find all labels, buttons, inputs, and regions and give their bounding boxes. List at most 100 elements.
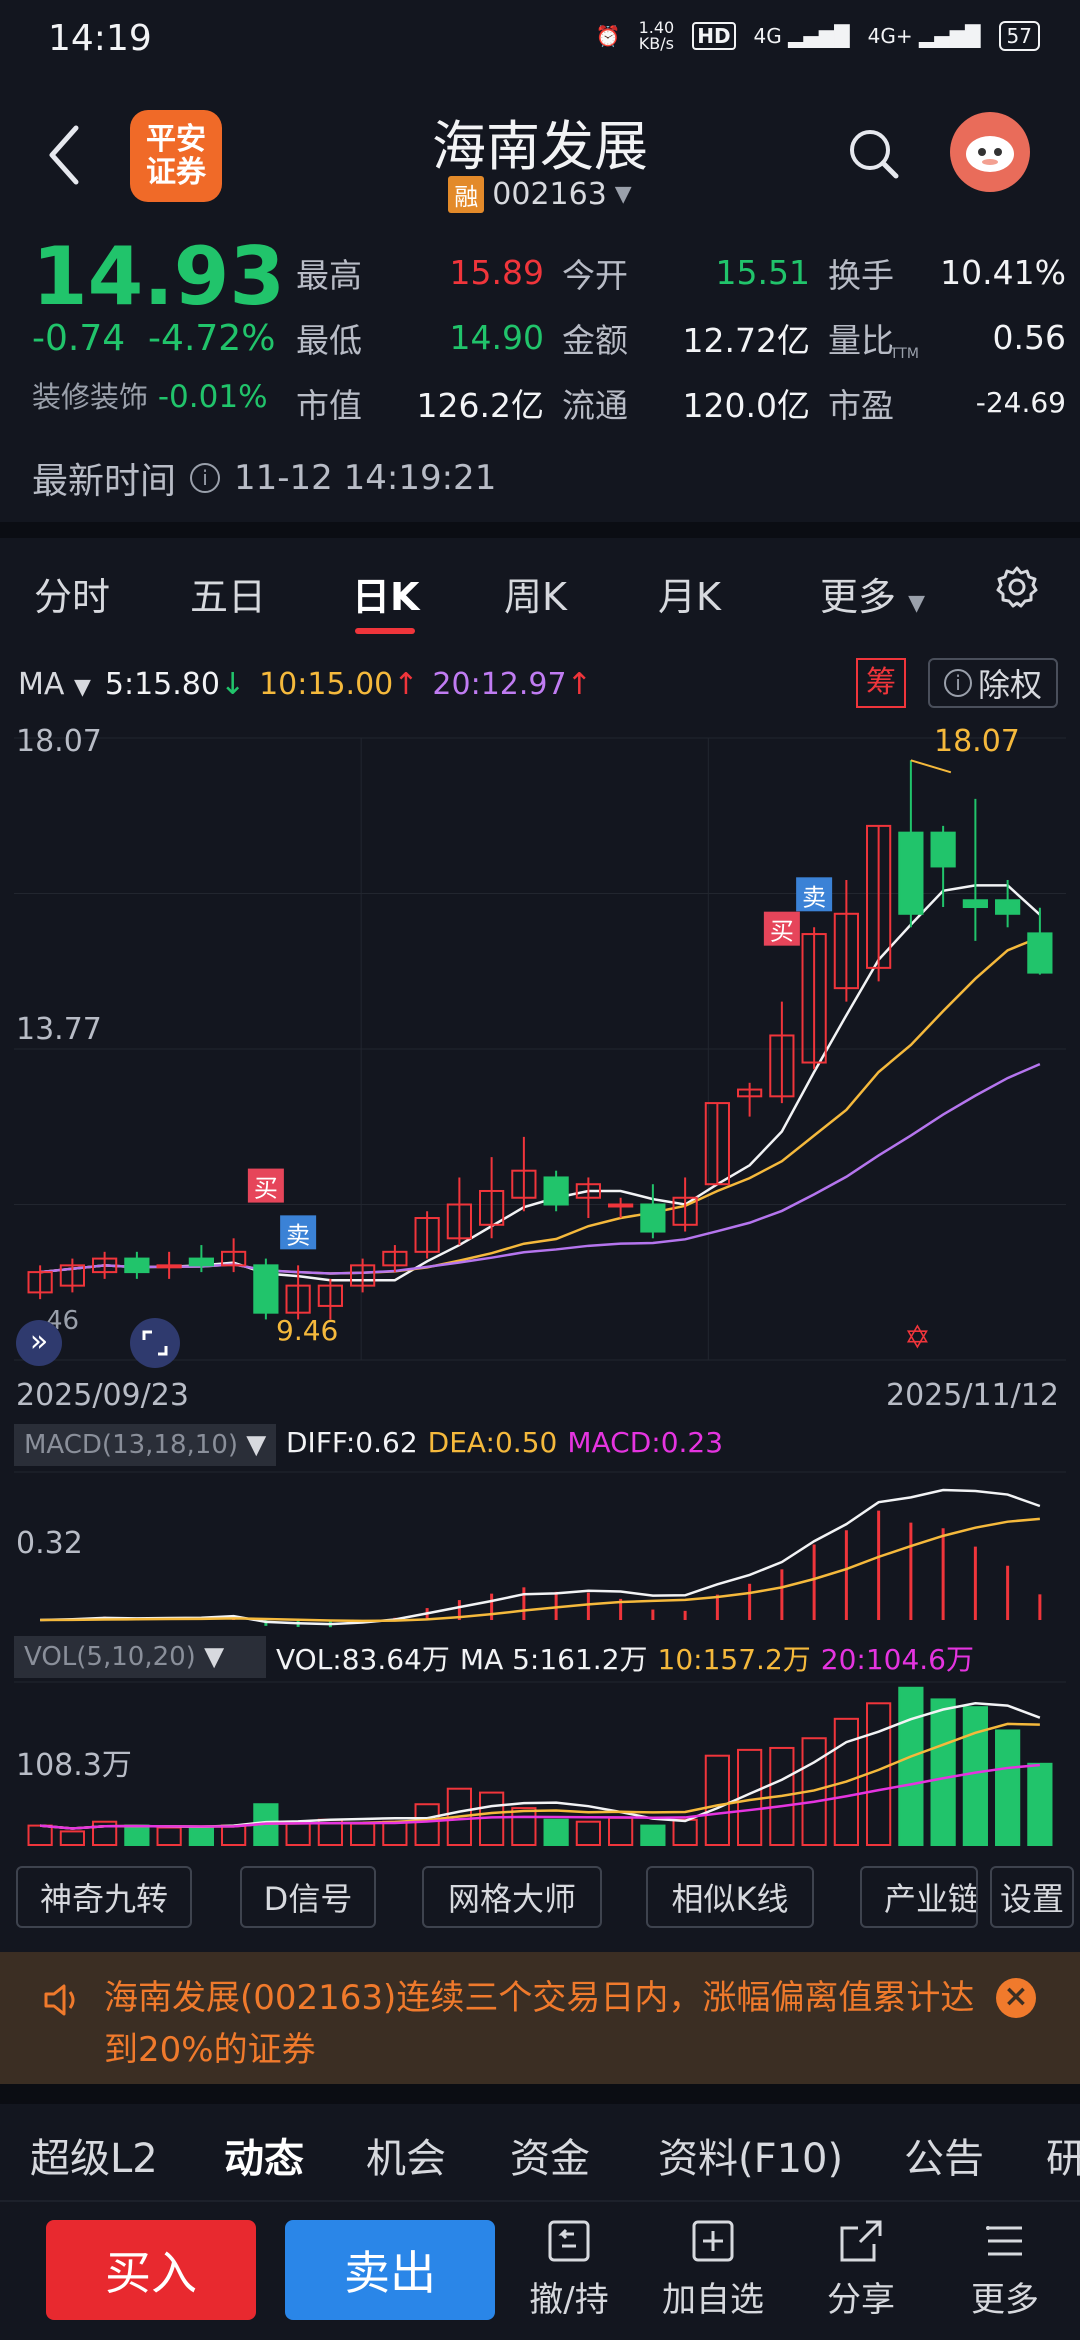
tab-research[interactable]: 研: [1046, 2136, 1080, 2182]
tool-industry-chain[interactable]: 产业链: [860, 1866, 978, 1928]
high-marker-line: [910, 759, 952, 774]
info-icon[interactable]: i: [190, 463, 221, 493]
fullscreen-icon[interactable]: [130, 1318, 180, 1368]
candle-body: [608, 1203, 634, 1208]
macd-values: DIFF:0.62 DEA:0.50 MACD:0.23: [286, 1426, 724, 1459]
y-axis-mid-label: 13.77: [16, 1012, 102, 1047]
volume-bar: [124, 1824, 150, 1847]
volume-bar: [511, 1807, 537, 1846]
candle-body: [543, 1176, 569, 1206]
tool-d-signal[interactable]: D信号: [240, 1866, 376, 1928]
volume-values: VOL:83.64万 MA 5:161.2万 10:157.2万 20:104.…: [276, 1643, 974, 1676]
hd-icon: HD: [692, 22, 736, 50]
volume-bar: [704, 1754, 730, 1846]
y-axis-top-label: 18.07: [16, 724, 102, 759]
volume-bar: [188, 1826, 214, 1847]
svg-text:买: 买: [770, 918, 794, 946]
net-speed: 1.40 KB/s: [638, 18, 675, 53]
search-icon[interactable]: [846, 126, 902, 182]
close-icon[interactable]: ×: [996, 1978, 1036, 2018]
macd-dea-line: [40, 1517, 1040, 1623]
ex-rights-button[interactable]: i 除权: [928, 658, 1058, 708]
settings-gear-icon[interactable]: [994, 564, 1040, 610]
volume-bar: [156, 1826, 182, 1847]
ma-selector[interactable]: MA ▼: [18, 666, 91, 702]
more-button[interactable]: 更多: [950, 2216, 1060, 2321]
tab-announcements[interactable]: 公告: [904, 2136, 984, 2182]
tab-intraday[interactable]: 分时: [34, 575, 111, 619]
tab-f10[interactable]: 资料(F10): [658, 2136, 844, 2182]
back-icon[interactable]: [44, 120, 84, 190]
tool-similar-kline[interactable]: 相似K线: [646, 1866, 814, 1928]
tool-settings[interactable]: 设置: [990, 1866, 1074, 1928]
stock-code-row[interactable]: 融 002163 ▼: [0, 176, 1080, 213]
candle-body: [285, 1284, 311, 1314]
alert-banner[interactable]: 海南发展(002163)连续三个交易日内，涨幅偏离值累计达到20%的证券 ×: [0, 1952, 1080, 2084]
tab-more[interactable]: 更多 ▼: [820, 575, 926, 619]
broker-logo[interactable]: 平安 证券: [130, 110, 222, 202]
volume-bar: [221, 1824, 247, 1847]
volume-bar: [962, 1706, 988, 1847]
date-start-label: 2025/09/23: [16, 1378, 189, 1413]
tab-five-day[interactable]: 五日: [190, 575, 267, 619]
avatar[interactable]: [950, 112, 1030, 192]
alert-text: 海南发展(002163)连续三个交易日内，涨幅偏离值累计达到20%的证券: [104, 1978, 975, 2070]
volume-bar: [59, 1830, 85, 1846]
info-tabs: 超级L2 动态 机会 资金 资料(F10) 公告 研: [0, 2104, 1080, 2200]
volume-bar: [92, 1820, 118, 1847]
candle-body: [350, 1264, 376, 1287]
buy-signal-tag[interactable]: 买: [247, 1168, 284, 1203]
expand-left-icon[interactable]: »: [16, 1320, 62, 1366]
sell-button[interactable]: 卖出: [285, 2220, 495, 2320]
volume-bar: [995, 1729, 1021, 1846]
volume-bar: [866, 1702, 892, 1847]
chevron-down-icon: ▼: [908, 591, 926, 616]
status-icons: ⏰ 1.40 KB/s HD 4G ▂▄▆█ 4G+ ▂▄▆█ 57: [596, 20, 1040, 52]
volume-bar: [414, 1803, 440, 1846]
candle-body: [1027, 932, 1053, 974]
chip-distribution-button[interactable]: 筹: [856, 658, 906, 708]
svg-text:买: 买: [254, 1175, 278, 1203]
pe-ttm-sup: TTM: [890, 346, 919, 362]
candle-body: [672, 1196, 698, 1226]
date-end-label: 2025/11/12: [886, 1378, 1059, 1413]
candle-body: [253, 1264, 279, 1314]
tab-daily-k[interactable]: 日K: [352, 575, 420, 619]
tool-magic-nine[interactable]: 神奇九转: [16, 1866, 192, 1928]
candle-body: [446, 1203, 472, 1240]
tab-dynamics[interactable]: 动态: [224, 2136, 304, 2182]
add-watchlist-button[interactable]: 加自选: [658, 2216, 768, 2321]
volume-chart[interactable]: [0, 1680, 1080, 1850]
volume-bar: [27, 1824, 53, 1847]
quote-stats: 最高 15.89 今开 15.51 换手 10.41% 最低 14.90 金额 12.72…: [296, 253, 1066, 425]
sell-signal-tag[interactable]: 卖: [796, 877, 833, 912]
cancel-hold-button[interactable]: 撤/持: [514, 2216, 624, 2321]
candle-body: [769, 1034, 795, 1098]
tab-opportunity[interactable]: 机会: [366, 2136, 446, 2182]
latest-time-row: 最新时间 i 11-12 14:19:21: [32, 458, 497, 502]
buy-button[interactable]: 买入: [46, 2220, 256, 2320]
tab-monthly-k[interactable]: 月K: [658, 575, 721, 619]
sell-signal-tag[interactable]: 卖: [280, 1215, 317, 1250]
buy-signal-tag[interactable]: 买: [763, 911, 800, 946]
share-button[interactable]: 分享: [806, 2216, 916, 2321]
volume-bar: [543, 1818, 569, 1847]
volume-bar: [575, 1820, 601, 1847]
tab-weekly-k[interactable]: 周K: [504, 575, 567, 619]
volume-selector[interactable]: VOL(5,10,20) ▼: [14, 1636, 266, 1678]
tab-super-l2[interactable]: 超级L2: [30, 2136, 158, 2182]
volume-bar: [1027, 1762, 1053, 1846]
candle-body: [866, 824, 892, 969]
tab-capital[interactable]: 资金: [510, 2136, 590, 2182]
candle-body: [124, 1257, 150, 1274]
macd-chart[interactable]: [0, 1470, 1080, 1630]
candle-body: [156, 1264, 182, 1269]
speaker-icon: [44, 1984, 75, 2016]
candle-body: [188, 1257, 214, 1267]
tool-grid-master[interactable]: 网格大师: [422, 1866, 602, 1928]
sector-change[interactable]: 装修装饰 -0.01%: [32, 379, 268, 415]
macd-selector[interactable]: MACD(13,18,10) ▼: [14, 1424, 276, 1466]
analysis-tools: 神奇九转 D信号 网格大师 相似K线 产业链 设置: [0, 1866, 1080, 1934]
event-star-icon[interactable]: ✡: [904, 1318, 931, 1356]
